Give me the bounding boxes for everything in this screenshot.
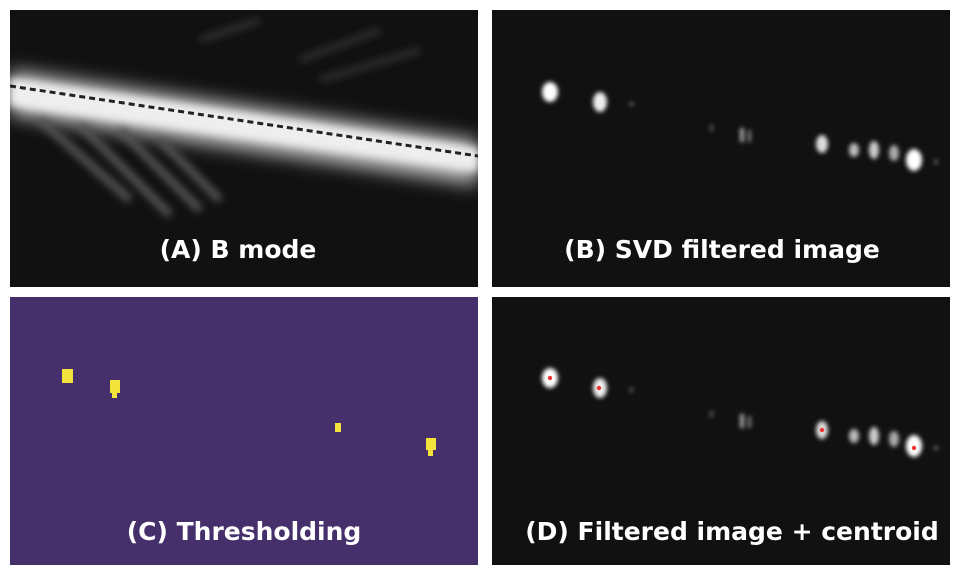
panel-caption: (B) SVD filtered image <box>564 235 880 264</box>
panel-a: (A) B mode <box>10 10 478 287</box>
panel-c: (C) Thresholding <box>10 297 478 565</box>
panel-b: (B) SVD filtered image <box>492 10 950 287</box>
panel-caption: (A) B mode <box>160 235 317 264</box>
panel-caption: (C) Thresholding <box>127 517 362 546</box>
figure: (A) B mode (B) SVD filtered image (C) Th… <box>0 0 954 568</box>
page: (A) B mode (B) SVD filtered image (C) Th… <box>0 0 954 568</box>
panel-caption: (D) Filtered image + centroid <box>525 517 939 546</box>
panel-d: (D) Filtered image + centroid <box>492 297 950 565</box>
